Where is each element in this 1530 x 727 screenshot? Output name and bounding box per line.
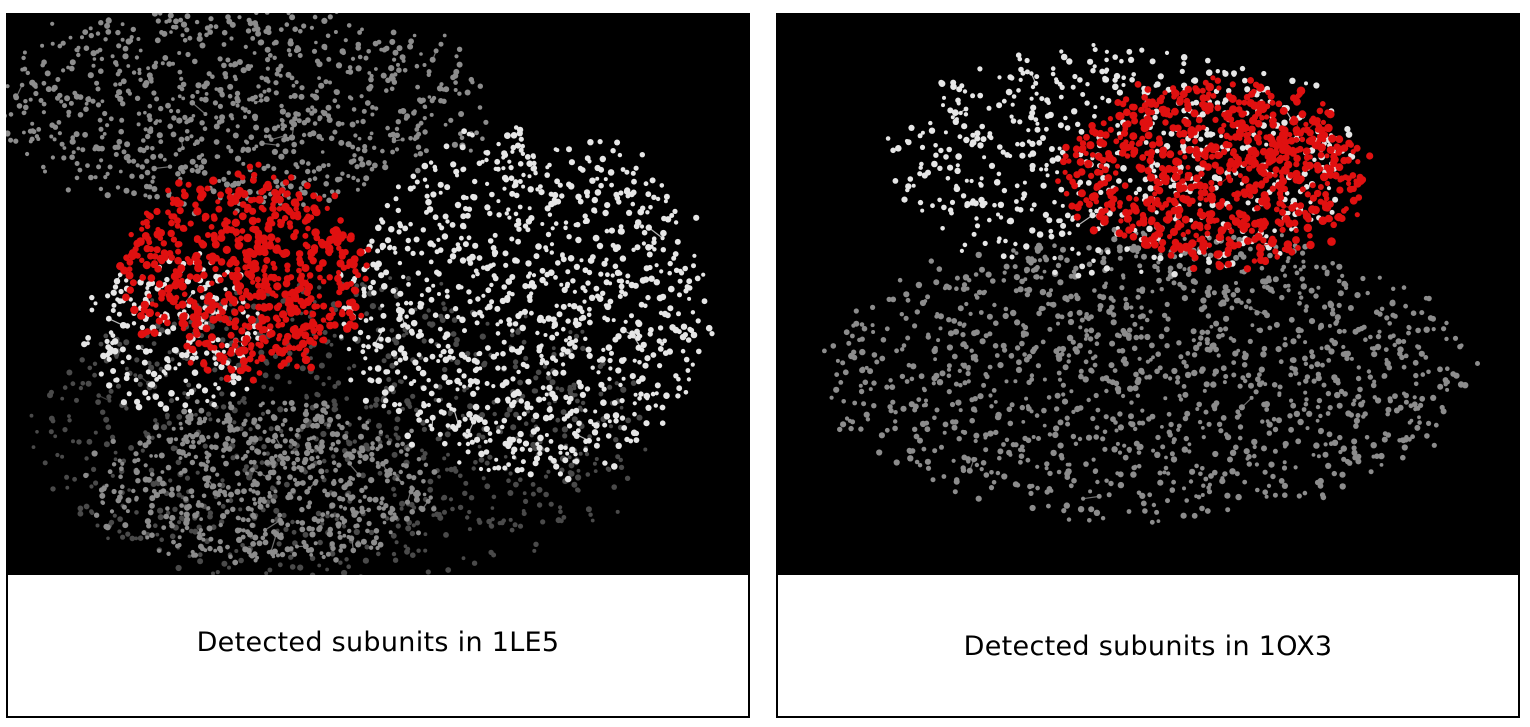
- panel-1le5: Detected subunits in 1LE5: [6, 13, 750, 718]
- subunit-highlight-red: [116, 161, 372, 384]
- subunit-light-left: [81, 251, 273, 414]
- subunit-mid-top: [6, 13, 489, 217]
- panel-caption-1le5: Detected subunits in 1LE5: [196, 627, 560, 658]
- panel-1ox3: Detected subunits in 1OX3: [776, 13, 1520, 718]
- molecule-render-1ox3: [776, 13, 1520, 575]
- molecule-image-1ox3: [822, 43, 1480, 525]
- panel-caption-1ox3: Detected subunits in 1OX3: [963, 631, 1333, 662]
- subunit-mid-bottom: [83, 399, 438, 566]
- subunit-light-right: [336, 125, 715, 483]
- subunit-highlight-red: [1055, 75, 1374, 273]
- molecule-render-1le5: [6, 13, 750, 575]
- molecule-image-1le5: [6, 13, 715, 575]
- subunit-mid-base: [822, 223, 1480, 525]
